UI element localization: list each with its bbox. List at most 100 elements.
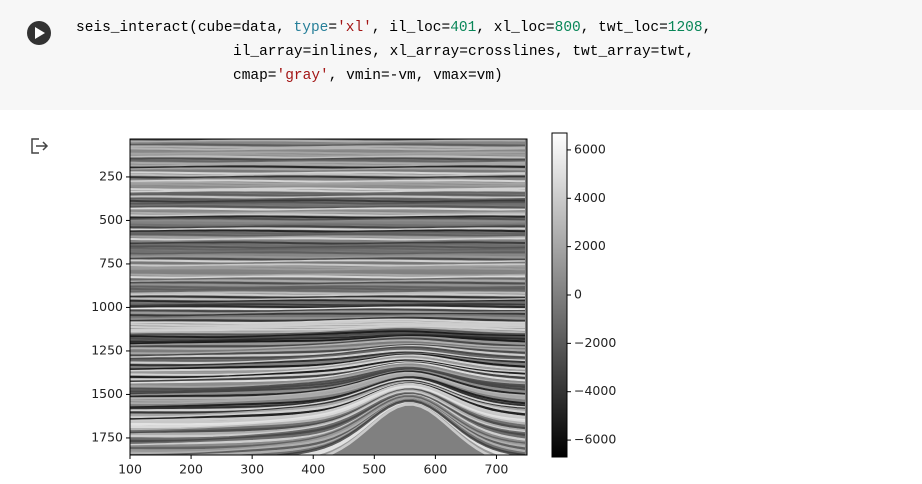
seismic-reflector: [130, 221, 526, 225]
seismic-reflector: [130, 355, 526, 374]
seismic-reflector: [130, 269, 525, 273]
seismic-reflector: [130, 287, 525, 291]
code-token: , vmin=-vm, vmax=vm): [328, 68, 503, 84]
seismic-reflector: [130, 303, 526, 307]
colorbar-tick-label: 2000: [574, 238, 606, 253]
seismic-reflector: [130, 195, 525, 199]
code-token: type: [293, 20, 329, 36]
seismic-reflector: [130, 297, 526, 301]
y-tick-label: 1750: [91, 429, 123, 444]
colorbar-tick-label: −4000: [574, 383, 616, 398]
seismic-reflector: [130, 277, 526, 281]
seismic-reflector: [130, 233, 526, 237]
seismic-reflector: [130, 293, 526, 297]
seismic-reflector: [130, 215, 526, 219]
seismic-reflector: [130, 189, 526, 193]
seismic-reflector: [130, 273, 526, 277]
seismic-reflector: [130, 147, 526, 151]
seismic-reflector: [130, 368, 526, 393]
seismic-reflector: [130, 241, 526, 245]
seismic-reflector: [130, 366, 526, 390]
seismic-reflector: [130, 219, 525, 223]
colorbar-tick-label: 4000: [574, 190, 606, 205]
code-token: seis_interact(cube=data,: [76, 20, 294, 36]
colorbar: [551, 132, 568, 458]
seismic-image: [125, 134, 527, 455]
plot-frame: [129, 138, 528, 456]
seismic-reflector: [130, 306, 526, 311]
seismic-reflector: [130, 343, 526, 355]
seismic-reflector: [130, 351, 526, 367]
seismic-reflector: [130, 341, 526, 353]
seismic-reflector: [130, 318, 525, 324]
code-token: 800: [554, 20, 581, 36]
x-tick-label: 100: [118, 462, 142, 477]
seismic-reflector: [130, 157, 526, 161]
seismic-reflector: [130, 211, 526, 215]
seismic-reflector: [125, 134, 525, 135]
code-token: 'xl': [337, 20, 372, 36]
x-tick-label: 200: [179, 462, 203, 477]
y-tick-label: 250: [99, 168, 123, 183]
seismic-reflector: [130, 378, 526, 412]
seismic-reflector: [130, 339, 526, 350]
seismic-reflector: [130, 253, 526, 257]
seismic-reflector: [170, 398, 526, 455]
seismic-reflector: [130, 201, 526, 205]
code-token: ,: [702, 20, 712, 36]
seismic-reflector: [130, 181, 525, 185]
seismic-reflector: [130, 139, 526, 143]
output-icon: [31, 138, 49, 154]
seismic-reflector: [130, 145, 526, 149]
seismic-reflector: [130, 314, 526, 319]
seismic-reflector: [130, 344, 526, 357]
seismic-reflector: [130, 173, 526, 177]
seismic-reflector: [130, 257, 525, 261]
seismic-reflector: [130, 359, 526, 379]
seismic-reflector: [130, 363, 526, 386]
seismic-reflector: [130, 199, 525, 203]
seismic-reflector: [130, 229, 526, 233]
seismic-reflector: [130, 304, 526, 309]
seismic-reflector: [130, 251, 525, 255]
seismic-reflector: [130, 249, 526, 253]
seismic-reflector: [130, 227, 526, 231]
y-tick-label: 1000: [91, 299, 123, 314]
seismic-reflector: [130, 197, 526, 201]
seismic-reflector: [130, 265, 526, 269]
seismic-reflector: [130, 332, 526, 341]
seismic-reflector: [130, 163, 525, 167]
seismic-reflector: [130, 243, 525, 247]
code-token: , xl_loc=: [476, 20, 555, 36]
seismic-reflector: [130, 153, 526, 157]
seismic-reflector: [130, 301, 525, 305]
seismic-reflector: [130, 310, 526, 315]
seismic-reflector: [130, 312, 526, 317]
seismic-reflector: [130, 203, 526, 207]
seismic-reflector: [324, 403, 493, 455]
seismic-reflector: [130, 335, 526, 345]
colorbar-tick-label: −6000: [574, 432, 616, 447]
seismic-reflector: [130, 375, 526, 407]
seismic-reflector: [130, 237, 526, 241]
code-token: , twt_loc=: [580, 20, 668, 36]
run-button[interactable]: [24, 18, 54, 48]
seismic-reflector: [130, 353, 526, 371]
seismic-reflector: [130, 247, 526, 251]
seismic-reflector: [130, 177, 526, 181]
seismic-reflector: [130, 191, 526, 195]
seismic-reflector: [130, 377, 526, 410]
seismic-reflector: [130, 357, 526, 376]
seismic-reflector: [130, 239, 525, 243]
seismic-reflector: [130, 279, 526, 283]
code-token: il_array=inlines, xl_array=crosslines, t…: [233, 44, 695, 60]
seismic-reflector: [130, 209, 526, 213]
seismic-reflector: [130, 231, 526, 235]
seismic-reflector: [130, 289, 526, 293]
seismic-reflector: [130, 316, 526, 322]
seismic-reflector: [130, 360, 526, 381]
seismic-reflector: [130, 187, 526, 191]
seismic-reflector: [130, 155, 526, 159]
seismic-reflector: [130, 346, 526, 360]
